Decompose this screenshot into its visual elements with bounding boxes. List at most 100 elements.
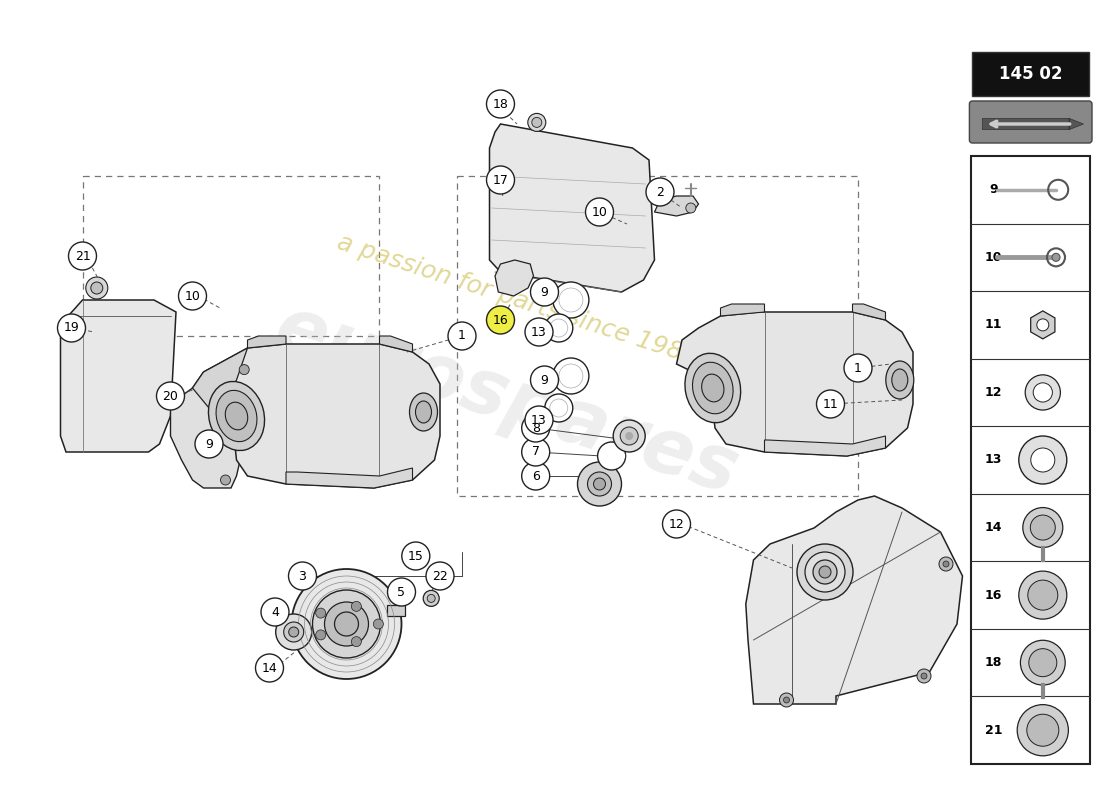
Circle shape — [426, 562, 454, 590]
Circle shape — [1026, 714, 1059, 746]
Circle shape — [559, 288, 583, 312]
Circle shape — [530, 278, 559, 306]
Polygon shape — [248, 336, 286, 348]
Circle shape — [288, 562, 317, 590]
Ellipse shape — [886, 361, 914, 399]
Text: 5: 5 — [397, 586, 406, 598]
Circle shape — [1025, 375, 1060, 410]
Ellipse shape — [351, 637, 362, 646]
Circle shape — [620, 427, 638, 445]
Text: 14: 14 — [984, 521, 1002, 534]
Polygon shape — [192, 348, 248, 408]
Text: 10: 10 — [185, 290, 200, 302]
Circle shape — [312, 590, 381, 658]
Ellipse shape — [373, 619, 384, 629]
Ellipse shape — [892, 369, 907, 391]
Polygon shape — [720, 304, 764, 316]
Text: 17: 17 — [493, 174, 508, 186]
Circle shape — [448, 322, 476, 350]
Circle shape — [594, 478, 605, 490]
Text: 10: 10 — [984, 251, 1002, 264]
Ellipse shape — [226, 402, 248, 430]
Polygon shape — [490, 124, 654, 292]
Circle shape — [917, 669, 931, 683]
Circle shape — [531, 118, 542, 127]
Circle shape — [553, 282, 588, 318]
Text: 9: 9 — [540, 374, 549, 386]
Circle shape — [1033, 383, 1053, 402]
Ellipse shape — [416, 401, 431, 423]
Circle shape — [156, 382, 185, 410]
Circle shape — [239, 365, 250, 374]
Circle shape — [613, 420, 646, 452]
Circle shape — [525, 318, 553, 346]
Circle shape — [585, 198, 614, 226]
Circle shape — [820, 566, 830, 578]
Circle shape — [334, 612, 359, 636]
Text: 21: 21 — [75, 250, 90, 262]
Circle shape — [91, 282, 102, 294]
Text: 9: 9 — [540, 286, 549, 298]
Circle shape — [178, 282, 207, 310]
Circle shape — [284, 622, 304, 642]
Circle shape — [780, 693, 793, 707]
Circle shape — [662, 510, 691, 538]
Circle shape — [798, 544, 852, 600]
Circle shape — [813, 560, 837, 584]
Polygon shape — [192, 344, 440, 488]
Circle shape — [525, 406, 553, 434]
Polygon shape — [379, 336, 412, 352]
Circle shape — [550, 319, 568, 337]
Circle shape — [57, 314, 86, 342]
Circle shape — [921, 673, 927, 679]
Circle shape — [292, 569, 402, 679]
Circle shape — [783, 697, 790, 703]
Circle shape — [943, 561, 949, 567]
Polygon shape — [852, 304, 886, 320]
Text: 145 02: 145 02 — [999, 65, 1063, 82]
Circle shape — [261, 598, 289, 626]
Circle shape — [1037, 319, 1048, 331]
Text: 13: 13 — [531, 326, 547, 338]
Circle shape — [86, 277, 108, 299]
Polygon shape — [286, 468, 412, 488]
Polygon shape — [982, 118, 1084, 130]
Polygon shape — [387, 605, 405, 616]
Circle shape — [685, 203, 696, 213]
Text: 3: 3 — [298, 570, 307, 582]
Circle shape — [646, 178, 674, 206]
Ellipse shape — [685, 354, 740, 422]
Circle shape — [1019, 571, 1067, 619]
Text: 15: 15 — [408, 550, 424, 562]
Circle shape — [587, 472, 612, 496]
Text: 11: 11 — [984, 318, 1002, 331]
Circle shape — [805, 552, 845, 592]
Text: 19: 19 — [64, 322, 79, 334]
Circle shape — [288, 627, 299, 637]
Text: 12: 12 — [669, 518, 684, 530]
Circle shape — [427, 594, 436, 602]
Text: 16: 16 — [984, 589, 1002, 602]
Text: 21: 21 — [984, 724, 1002, 737]
Circle shape — [939, 557, 953, 571]
Ellipse shape — [316, 630, 326, 640]
Text: eurospares: eurospares — [265, 290, 747, 510]
Circle shape — [521, 438, 550, 466]
Circle shape — [387, 578, 416, 606]
Text: 16: 16 — [493, 314, 508, 326]
Ellipse shape — [316, 608, 326, 618]
Polygon shape — [676, 312, 913, 456]
Polygon shape — [654, 196, 698, 216]
Polygon shape — [764, 436, 886, 456]
Text: 13: 13 — [531, 414, 547, 426]
Text: 11: 11 — [823, 398, 838, 410]
Circle shape — [844, 354, 872, 382]
Circle shape — [1019, 436, 1067, 484]
Circle shape — [578, 462, 621, 506]
Circle shape — [1052, 254, 1060, 262]
Circle shape — [402, 542, 430, 570]
Circle shape — [553, 358, 588, 394]
Circle shape — [603, 447, 620, 465]
Circle shape — [255, 654, 284, 682]
Text: 22: 22 — [432, 570, 448, 582]
